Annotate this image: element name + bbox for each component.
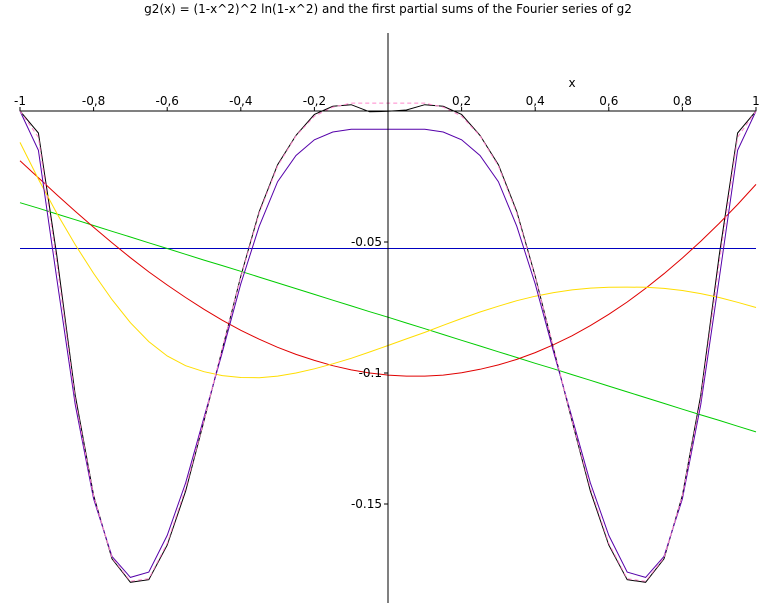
x-tick-label: -0,2 [303, 94, 326, 108]
y-tick-label: -0.1 [359, 366, 382, 380]
y-tick-label: -0.05 [351, 235, 382, 249]
x-tick-label: 0,8 [673, 94, 692, 108]
x-tick-label: -0,8 [82, 94, 105, 108]
x-tick-label: 0,6 [599, 94, 618, 108]
x-axis-label: x [568, 76, 575, 90]
chart-title: g2(x) = (1-x^2)^2 ln(1-x^2) and the firs… [144, 2, 632, 16]
x-tick-label: -1 [14, 94, 26, 108]
x-tick-label: -0,6 [155, 94, 178, 108]
x-tick-label: 1 [752, 94, 760, 108]
y-tick-label: -0.15 [351, 497, 382, 511]
x-tick-label: 0,4 [526, 94, 545, 108]
axes-layer: -1 -0,8 -0,6 -0,4 -0,2 0,2 0,4 0,6 0,8 1 -0.05 -0.1… [14, 33, 760, 603]
x-tick-label: 0,2 [452, 94, 471, 108]
x-tick-label: -0,4 [229, 94, 252, 108]
